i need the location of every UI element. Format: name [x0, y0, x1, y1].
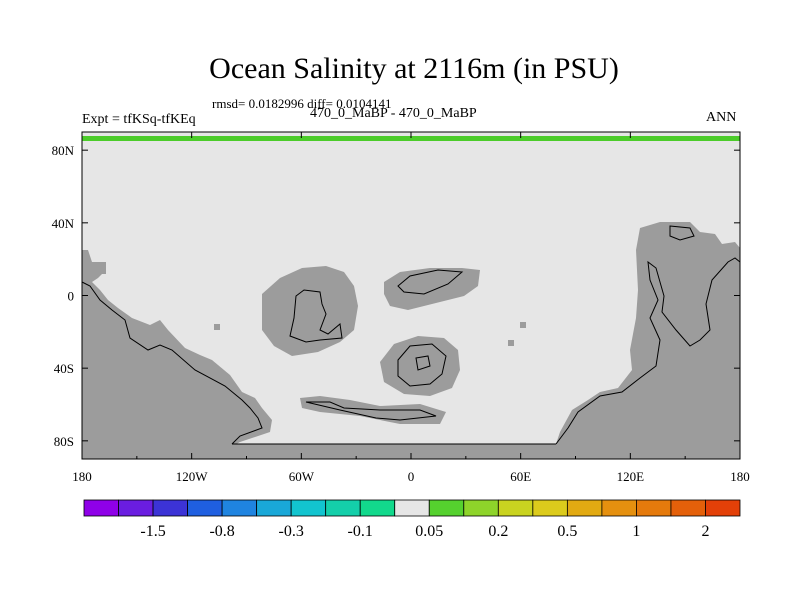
contour-blob-3 [397, 343, 447, 387]
land-blob-1 [262, 266, 358, 356]
y-tick-label: 40S [54, 361, 74, 376]
experiment-label: Expt = tfKSq-tfKEq [82, 112, 196, 127]
coastline-west [81, 281, 263, 445]
colorbar-label: 2 [701, 523, 709, 540]
colorbar-box [532, 499, 568, 517]
landmass-antarctica [222, 444, 556, 459]
colorbar-box [636, 499, 672, 517]
stats-text: rmsd= 0.0182996 diff= 0.0104141 [212, 96, 392, 111]
x-tick-label: 0 [408, 469, 415, 484]
colorbar-box [428, 499, 465, 517]
colorbar-label: 0.2 [488, 523, 508, 540]
colorbar-box [256, 499, 292, 517]
colorbar-label: -0.8 [209, 523, 234, 540]
colorbar-box [394, 499, 430, 517]
contour-blob-2 [397, 269, 464, 295]
x-axis: 180 120W 60W 0 60E 120E 180 [72, 132, 750, 484]
colorbar-box [601, 499, 637, 517]
land-speck-4 [98, 262, 106, 274]
colorbar-box [83, 499, 119, 517]
colorbar-box [118, 499, 154, 517]
x-tick-label: 180 [72, 469, 92, 484]
season-label: ANN [706, 110, 737, 125]
y-tick-label: 40N [52, 216, 75, 231]
coastline-east [555, 225, 741, 445]
y-axis: 80N 40N 0 40S 80S [52, 143, 740, 449]
colorbar-label: -0.3 [278, 523, 303, 540]
colorbar-box [670, 499, 706, 517]
colorbar-label: 0.05 [415, 523, 443, 540]
colorbar-box [152, 499, 188, 517]
colorbar-label: -1.5 [140, 523, 165, 540]
north-band [82, 136, 740, 141]
colorbar-box [566, 499, 603, 517]
colorbar-box [221, 499, 258, 517]
chart-title: Ocean Salinity at 2116m (in PSU) [209, 52, 619, 85]
x-tick-label: 120E [617, 469, 645, 484]
colorbar-label: 0.5 [557, 523, 577, 540]
colorbar-box [497, 499, 534, 517]
x-tick-label: 60E [510, 469, 531, 484]
land-speck-2 [520, 322, 526, 328]
colorbar-box [187, 499, 223, 517]
landmass-east [556, 222, 740, 459]
colorbar-box [705, 499, 741, 517]
colorbar-label: 1 [632, 523, 640, 540]
colorbar-box [359, 499, 396, 517]
subtitle-label: 470_0_MaBP - 470_0_MaBP [310, 106, 477, 121]
x-tick-label: 180 [730, 469, 750, 484]
contour-blob-1 [289, 289, 343, 343]
y-tick-label: 80S [54, 434, 74, 449]
land-speck-3 [508, 340, 514, 346]
land-blob-2 [384, 268, 480, 310]
x-tick-label: 120W [176, 469, 209, 484]
colorbar-box [463, 499, 499, 517]
colorbar: -1.5 -0.8 -0.3 -0.1 0.05 0.2 0.5 1 2 [83, 499, 741, 540]
y-tick-label: 0 [68, 289, 75, 304]
contour-strip-south [305, 401, 437, 421]
colorbar-box [290, 499, 327, 517]
colorbar-box [325, 499, 361, 517]
map-panel [81, 131, 741, 460]
land-speck-1 [214, 324, 220, 330]
colorbar-label: -0.1 [348, 523, 373, 540]
y-tick-label: 80N [52, 143, 75, 158]
x-tick-label: 60W [289, 469, 315, 484]
